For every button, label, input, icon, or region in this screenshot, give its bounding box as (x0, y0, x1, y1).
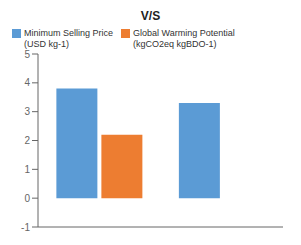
svg-text:0: 0 (24, 193, 30, 204)
svg-text:-1: -1 (21, 222, 30, 233)
html-text:Global Warming Potential: Global Warming Potential (133, 28, 235, 38)
svg-text:3: 3 (24, 106, 30, 117)
html-text:Minimum Selling Price: Minimum Selling Price (24, 28, 113, 38)
svg-text:2: 2 (24, 135, 30, 146)
html-text:V/S: V/S (140, 9, 161, 23)
svg-text:5: 5 (24, 49, 30, 60)
html-text:(kgCO2eq kgBDO-1): (kgCO2eq kgBDO-1) (133, 39, 217, 49)
svg-text:4: 4 (24, 77, 30, 88)
svg-text:1: 1 (24, 164, 30, 175)
html-text:(USD kg-1): (USD kg-1) (24, 39, 69, 49)
